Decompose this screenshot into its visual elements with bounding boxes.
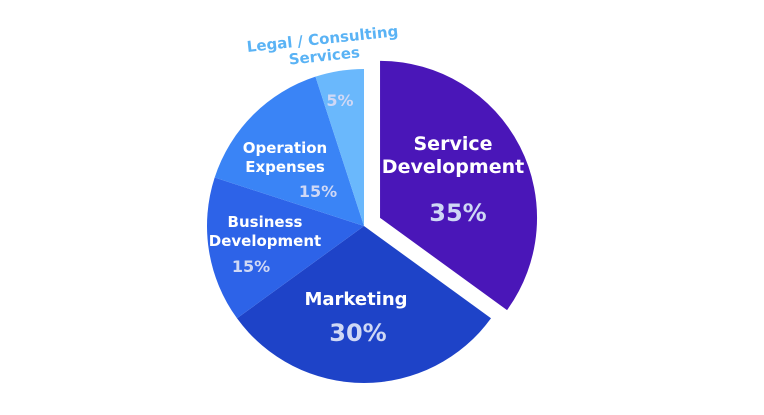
pie-slice-legal-consulting-services (315, 69, 364, 226)
slice-value-operation-expenses: 15% (299, 182, 337, 201)
pie-slice-operation-expenses (214, 76, 364, 226)
slice-value-legal-consulting-services: 5% (326, 91, 353, 110)
pie-slice-service-development (380, 60, 538, 311)
slice-value-service-development: 35% (429, 199, 486, 227)
pie-slice-business-development (207, 177, 364, 319)
slice-label-marketing: Marketing (304, 289, 407, 310)
slice-label-service-development: Service Development (382, 133, 524, 178)
slice-label-business-development: Business Development (209, 213, 321, 250)
slice-label-operation-expenses: Operation Expenses (243, 139, 327, 176)
slice-value-business-development: 15% (232, 257, 270, 276)
slice-value-marketing: 30% (329, 319, 386, 347)
pie-slice-marketing (236, 226, 492, 383)
slice-label-legal-consulting-services: Legal / ConsultingServices (246, 22, 401, 73)
